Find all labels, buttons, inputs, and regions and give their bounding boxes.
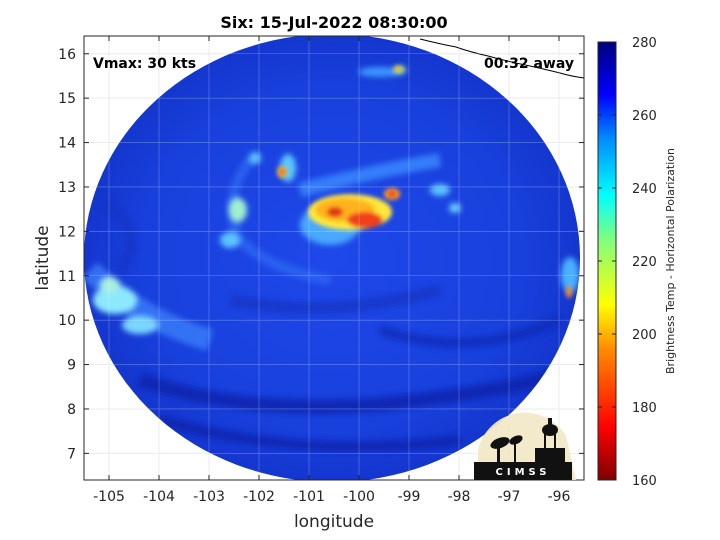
y-tick-label: 13 (58, 180, 76, 196)
y-axis-label: latitude (33, 225, 53, 290)
cimss-logo: CIMSS (474, 412, 576, 480)
colorbar-label: Brightness Temp - Horizontal Polarizatio… (664, 148, 677, 374)
y-tick-label: 16 (58, 47, 76, 63)
y-tick-label: 11 (58, 269, 76, 285)
x-tick-label: -101 (293, 489, 325, 505)
x-tick-label: -102 (243, 489, 275, 505)
y-tick-label: 10 (58, 313, 76, 329)
swath-disk (84, 36, 580, 480)
axes-box (83, 35, 585, 481)
coastline (419, 38, 584, 79)
chart-title: Six: 15-Jul-2022 08:30:00 (220, 13, 447, 32)
x-axis-ticks: -105 -104 -103 -102 -101 -100 -99 -98 -97 -96 (93, 36, 571, 505)
colorbar-tick-label: 280 (632, 36, 657, 51)
x-tick-label: -96 (548, 489, 571, 505)
x-axis-label: longitude (294, 512, 374, 532)
y-tick-label: 15 (58, 91, 76, 107)
y-tick-label: 8 (67, 402, 76, 418)
grid-overlay (84, 36, 584, 480)
y-tick-label: 14 (58, 136, 76, 152)
water-tower-icon (535, 418, 565, 462)
x-tick-label: -100 (343, 489, 375, 505)
x-tick-label: -98 (448, 489, 471, 505)
time-away-annotation: 00:32 away (484, 56, 574, 72)
convective-bands (84, 66, 579, 351)
satellite-dish-icon (490, 435, 523, 462)
colorbar-tick-label: 240 (632, 182, 657, 197)
colorbar-tick-label: 220 (632, 255, 657, 270)
colorbar-tick-label: 160 (632, 474, 657, 489)
microwave-swath (84, 36, 584, 480)
cimss-logo-text: CIMSS (496, 467, 551, 478)
colorbar-tick-label: 180 (632, 401, 657, 416)
vmax-annotation: Vmax: 30 kts (93, 56, 196, 72)
colorbar-tick-label: 200 (632, 328, 657, 343)
deep-convection-core (277, 66, 572, 298)
colorbar-tick-label: 260 (632, 109, 657, 124)
x-tick-label: -97 (498, 489, 521, 505)
x-tick-label: -105 (93, 489, 125, 505)
y-tick-label: 7 (67, 446, 76, 462)
y-axis-ticks: 7 8 9 10 11 12 13 14 15 16 (58, 47, 584, 462)
x-tick-label: -99 (398, 489, 421, 505)
colorbar-ticks: 160 180 200 220 240 260 280 (598, 36, 657, 489)
x-tick-label: -104 (143, 489, 175, 505)
x-tick-label: -103 (193, 489, 225, 505)
y-tick-label: 12 (58, 224, 76, 240)
y-tick-label: 9 (67, 358, 76, 374)
